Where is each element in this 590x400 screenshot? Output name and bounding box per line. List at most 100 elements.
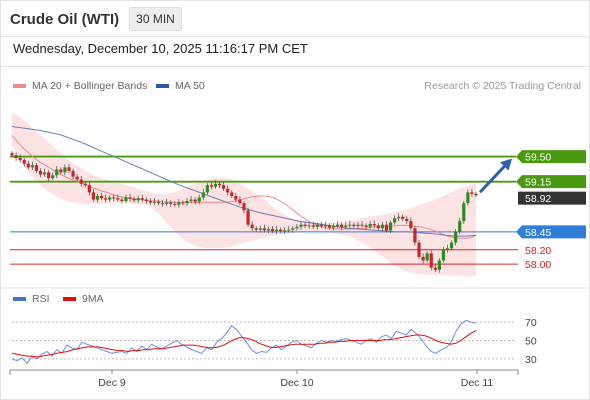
candle-body xyxy=(173,203,177,205)
legend-item-rsi: RSI xyxy=(13,293,50,305)
candle-body xyxy=(83,183,87,186)
candle-body xyxy=(295,226,299,229)
level-tag-pivot xyxy=(516,225,586,239)
legend-swatch-ma20 xyxy=(13,84,26,88)
timestamp: Wednesday, December 10, 2025 11:16:17 PM… xyxy=(13,41,308,56)
current-price-label: 58.92 xyxy=(525,193,551,205)
candle-body xyxy=(140,198,144,200)
candle-body xyxy=(405,218,409,222)
candle-body xyxy=(266,228,271,231)
candle-body xyxy=(222,185,226,189)
candle-body xyxy=(441,249,446,261)
candle-body xyxy=(376,225,380,229)
x-tick-label: Dec 9 xyxy=(98,377,126,389)
candle-body xyxy=(458,221,462,232)
candle-body xyxy=(474,193,478,196)
candle-body xyxy=(384,224,389,231)
candle-body xyxy=(177,202,181,205)
rsi-series-rsi xyxy=(11,319,477,365)
candle-body xyxy=(38,170,43,175)
candle-body xyxy=(449,242,454,249)
candle-body xyxy=(340,224,344,227)
candle-body xyxy=(42,172,47,175)
candle-body xyxy=(315,224,319,227)
candle-body xyxy=(258,228,262,230)
candle-body xyxy=(364,225,368,227)
candle-body xyxy=(270,228,275,232)
candle-body xyxy=(348,224,352,226)
candle-body xyxy=(47,172,51,179)
candle-body xyxy=(283,230,287,232)
candlesticks xyxy=(10,150,478,273)
candle-body xyxy=(18,158,22,161)
level-label-support: 58.00 xyxy=(525,259,551,271)
candle-body xyxy=(30,165,34,168)
timeframe-badge[interactable]: 30 MIN xyxy=(129,7,182,31)
legend-swatch-ma50 xyxy=(156,84,169,88)
candle-body xyxy=(303,224,307,227)
level-label-resistance: 59.15 xyxy=(525,177,551,189)
candle-body xyxy=(234,196,238,200)
level-tag-resistance xyxy=(516,150,586,164)
candle-body xyxy=(34,165,39,171)
candle-body xyxy=(55,169,59,176)
candle-body xyxy=(10,153,14,156)
candle-body xyxy=(160,203,165,205)
candle-body xyxy=(445,248,450,250)
candle-body xyxy=(417,242,421,257)
candle-body xyxy=(205,185,209,193)
candle-body xyxy=(454,231,458,243)
candle-body xyxy=(246,210,250,225)
candle-body xyxy=(262,228,266,231)
candle-body xyxy=(409,221,413,229)
candle-body xyxy=(144,199,148,202)
candle-body xyxy=(307,225,311,227)
candle-body xyxy=(128,197,132,199)
candle-body xyxy=(380,224,384,229)
candle-body xyxy=(250,224,254,229)
x-tick-label: Dec 10 xyxy=(280,377,313,389)
candle-body xyxy=(291,228,295,230)
level-tag-resistance xyxy=(516,175,586,189)
candle-body xyxy=(344,225,348,227)
candle-body xyxy=(287,229,291,231)
rsi-tick-label: 50 xyxy=(525,336,537,348)
candle-body xyxy=(319,224,323,227)
candle-body xyxy=(112,197,116,199)
candle-body xyxy=(226,188,230,193)
level-label-support: 58.20 xyxy=(525,245,551,257)
legend-label-ma50: MA 50 xyxy=(175,80,205,92)
legend-item-ma50: MA 50 xyxy=(156,80,205,92)
candle-body xyxy=(429,253,433,268)
candle-body xyxy=(95,196,100,200)
bollinger-band xyxy=(12,112,476,277)
candle-body xyxy=(311,225,315,227)
current-price-tag xyxy=(518,191,586,205)
candle-body xyxy=(189,199,193,202)
legend-swatch-9ma xyxy=(63,297,76,301)
candle-body xyxy=(462,203,466,222)
candle-body xyxy=(392,218,397,223)
legend-swatch-rsi xyxy=(13,297,26,301)
candle-body xyxy=(401,216,405,219)
attribution: Research © 2025 Trading Central xyxy=(424,80,581,92)
candle-body xyxy=(201,192,205,198)
price-labels: 59.50 59.15 58.45 58.20 58.00 58.92 xyxy=(516,150,586,271)
candle-body xyxy=(425,253,429,261)
candle-body xyxy=(193,199,197,202)
candle-body xyxy=(156,201,161,204)
candle-body xyxy=(397,216,401,219)
candle-body xyxy=(22,160,26,164)
arrow-shaft xyxy=(478,165,506,194)
candle-body xyxy=(242,203,246,211)
header-divider xyxy=(0,36,590,37)
candle-body xyxy=(104,198,108,200)
level-label-pivot: 58.45 xyxy=(525,227,551,239)
candle-body xyxy=(323,225,328,227)
candle-body xyxy=(299,224,303,227)
rsi-tick-label: 70 xyxy=(525,317,537,329)
instrument-title: Crude Oil (WTI) xyxy=(10,10,120,28)
legend-label-9ma: 9MA xyxy=(82,293,104,305)
candle-body xyxy=(466,192,470,204)
